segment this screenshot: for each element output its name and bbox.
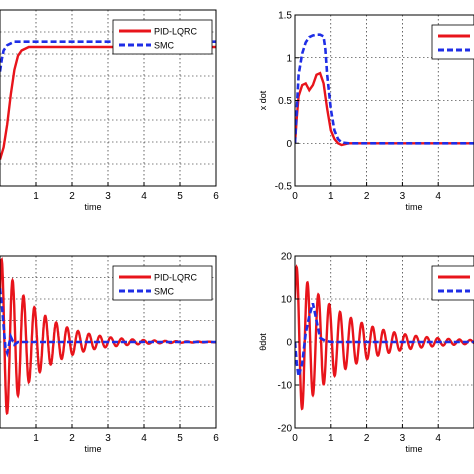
y-tick-label: -10 [278,381,293,392]
x-tick-label: 2 [364,433,370,444]
series-line-pid-lqrc [295,71,474,147]
y-tick-label: 1.5 [278,11,292,22]
x-tick-label: 0 [292,433,298,444]
x-tick-label: 6 [213,191,219,202]
x-tick-label: 4 [435,191,441,202]
y-tick-label: 1 [286,53,292,64]
legend-box [431,24,474,60]
legend-box [112,19,213,55]
x-tick-label: 1 [328,191,334,202]
x-tick-label: 3 [105,433,111,444]
y-tick-label: -20 [278,424,293,435]
x-tick-label: 6 [213,433,219,444]
series-line-pid-lqrc [295,264,474,411]
y-axis-label: θdot [258,333,268,351]
legend-box [112,265,213,301]
y-tick-label: 20 [281,252,293,263]
y-axis-label: x dot [258,90,268,110]
x-axis-label: time [84,444,101,454]
x-tick-label: 1 [328,433,334,444]
x-axis-label: time [84,202,101,212]
x-tick-label: 2 [69,191,75,202]
x-tick-label: 3 [105,191,111,202]
x-tick-label: 0 [292,191,298,202]
legend-label: SMC [154,41,175,51]
legend-label: SMC [154,287,175,297]
chart-panel-1: 1 2 3 4 5 6 time PID-LQRC SMC [0,9,219,212]
x-tick-label: 2 [69,433,75,444]
x-tick-label: 4 [141,191,147,202]
x-tick-label: 5 [177,433,183,444]
legend-box [431,265,474,301]
y-tick-label: 0 [286,139,292,150]
x-tick-label: 3 [400,433,406,444]
series-line-smc [295,302,474,377]
x-tick-label: 4 [435,433,441,444]
y-tick-label: 10 [281,295,293,306]
x-tick-label: 4 [141,433,147,444]
x-tick-label: 1 [33,191,39,202]
chart-panel-4: 0 1 2 3 4 time -20 -10 0 10 20 θdot [258,252,474,454]
x-tick-label: 5 [177,191,183,202]
x-tick-label: 3 [400,191,406,202]
y-tick-label: 0.5 [278,96,292,107]
x-axis-label: time [405,202,422,212]
y-tick-label: 0 [286,338,292,349]
x-axis-label: time [405,444,422,454]
chart-panel-3: 1 2 3 4 5 6 time PID-LQRC SMC [0,255,219,454]
series-line-smc [295,33,474,145]
x-tick-label: 2 [364,191,370,202]
x-tick-label: 1 [33,433,39,444]
y-tick-label: -0.5 [275,182,293,193]
series-line-smc [0,288,216,358]
legend-label: PID-LQRC [154,273,198,283]
legend-label: PID-LQRC [154,27,198,37]
